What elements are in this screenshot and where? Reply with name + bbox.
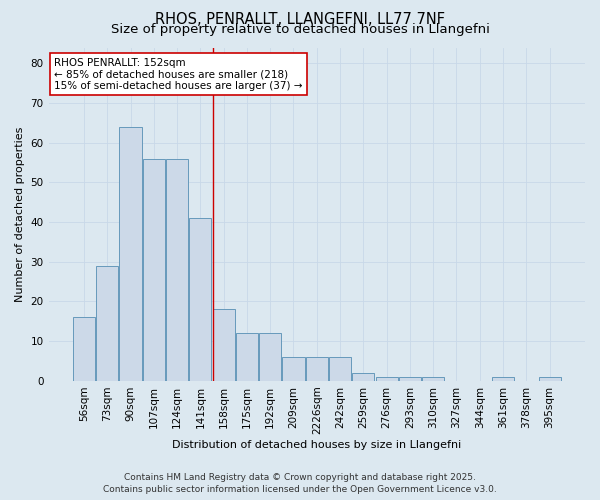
Bar <box>119 127 142 381</box>
Bar <box>492 377 514 381</box>
Bar <box>143 158 165 381</box>
Bar <box>236 333 258 381</box>
Text: RHOS, PENRALLT, LLANGEFNI, LL77 7NF: RHOS, PENRALLT, LLANGEFNI, LL77 7NF <box>155 12 445 28</box>
Bar <box>329 357 351 381</box>
Text: Size of property relative to detached houses in Llangefni: Size of property relative to detached ho… <box>110 22 490 36</box>
Bar <box>259 333 281 381</box>
Bar <box>96 266 118 381</box>
Bar <box>376 377 398 381</box>
Bar <box>539 377 560 381</box>
Bar <box>306 357 328 381</box>
Bar <box>73 318 95 381</box>
X-axis label: Distribution of detached houses by size in Llangefni: Distribution of detached houses by size … <box>172 440 461 450</box>
Text: Contains HM Land Registry data © Crown copyright and database right 2025.
Contai: Contains HM Land Registry data © Crown c… <box>103 472 497 494</box>
Text: RHOS PENRALLT: 152sqm
← 85% of detached houses are smaller (218)
15% of semi-det: RHOS PENRALLT: 152sqm ← 85% of detached … <box>54 58 302 90</box>
Bar <box>283 357 305 381</box>
Bar <box>212 310 235 381</box>
Bar <box>190 218 211 381</box>
Bar <box>399 377 421 381</box>
Bar <box>166 158 188 381</box>
Y-axis label: Number of detached properties: Number of detached properties <box>15 126 25 302</box>
Bar <box>422 377 444 381</box>
Bar <box>352 373 374 381</box>
